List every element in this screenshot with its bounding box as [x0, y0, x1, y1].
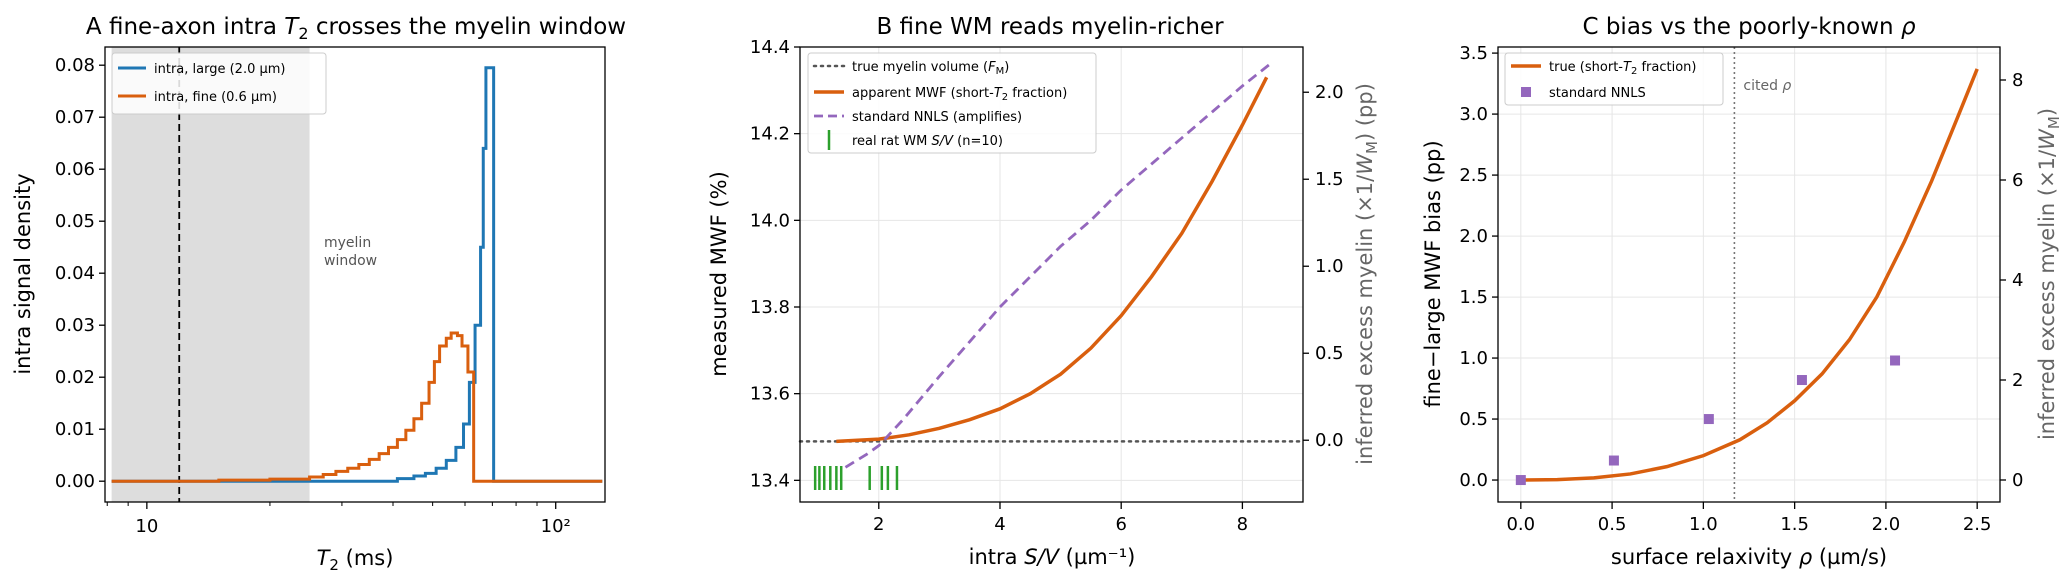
y2-tick-label: 2 [2012, 370, 2023, 391]
panel-a-myelin-window [111, 47, 310, 502]
panel-c-grid [1498, 47, 2000, 502]
x-tick-label: 2.5 [1963, 514, 1992, 535]
legend-standard-nnls-c: standard NNLS [1549, 86, 1646, 101]
legend-real-rat-wm: real rat WM S/V (n=10) [852, 134, 1003, 149]
panel-c-y-label: fine−large MWF bias (pp) [1421, 140, 1445, 407]
panel-a-window-label: myelin window [324, 235, 377, 269]
y-tick-label: 0.05 [55, 211, 95, 232]
panel-c-x-label: surface relaxivity ρ (µm/s) [1611, 545, 1887, 569]
x-tick-label: 2 [873, 514, 884, 535]
panel-a-axes-frame [104, 46, 606, 503]
y-tick-label: 0.02 [55, 367, 95, 388]
panel-b-legend: true myelin volume (FM) apparent MWF (sh… [807, 52, 1097, 154]
nnls-marker [1608, 455, 1619, 466]
x-tick-label: 1.0 [1689, 514, 1718, 535]
panel-a-y-label: intra signal density [11, 173, 35, 374]
panel-b: B fine WM reads myelin-richer 13.413.613… [707, 14, 1381, 569]
series-intra-large [111, 66, 603, 483]
x-tick-label: 6 [1115, 514, 1126, 535]
legend-apparent-mwf: apparent MWF (short-T2 fraction) [852, 86, 1067, 103]
panel-c-y2-label: inferred excess myelin (×1/WM) [2035, 108, 2063, 440]
panel-c: C bias vs the poorly-known ρ 0.0 0.5 1.0 1.… [1421, 14, 2063, 569]
x-tick-label: 0.0 [1506, 514, 1535, 535]
y-tick-label: 2.0 [1459, 226, 1488, 247]
legend-intra-large: intra, large (2.0 µm) [154, 62, 286, 77]
y2-tick-label: 4 [2012, 270, 2023, 291]
x-tick-label: 4 [994, 514, 1005, 535]
panel-c-axes-frame [1497, 46, 2001, 503]
x-tick-label: 0.5 [1598, 514, 1627, 535]
y-tick-label: 3.5 [1459, 43, 1488, 64]
legend-true-myelin-volume: true myelin volume (FM) [852, 60, 1009, 77]
panel-a-title: A fine-axon intra T2 crosses the myelin … [86, 14, 626, 43]
panel-c-cited-rho-label: cited ρ [1743, 78, 1791, 94]
series-real-rat-wm-rug [813, 466, 899, 490]
nnls-marker [1703, 414, 1714, 425]
panel-c-x-ticks: 0.0 0.5 1.0 1.5 2.0 2.5 [1506, 502, 1992, 535]
panel-a: A fine-axon intra T2 crosses the myelin … [11, 14, 626, 574]
y-tick-label: 0.00 [55, 471, 95, 492]
y2-tick-label: 0 [2012, 470, 2023, 491]
y2-tick-label: 2.0 [1315, 82, 1344, 103]
x-tick-label: 2.0 [1872, 514, 1901, 535]
series-apparent-mwf [836, 76, 1269, 444]
panel-b-title: B fine WM reads myelin-richer [876, 14, 1224, 40]
x-tick-label: 10² [541, 516, 571, 537]
panel-c-y2-ticks: 0 2 4 6 8 [2000, 70, 2023, 491]
panel-b-x-ticks: 2 4 6 8 [873, 502, 1248, 535]
panel-b-y-ticks: 13.4 13.6 13.8 14.0 14.2 14.4 [750, 37, 800, 491]
y-tick-label: 0.04 [55, 263, 95, 284]
series-intra-fine [111, 331, 603, 483]
panel-b-y2-label: inferred excess myelin (×1/WM) (pp) [1353, 83, 1381, 465]
panel-a-x-ticks: 10 10² [106, 502, 571, 537]
panel-a-y-ticks: 0.00 0.01 0.02 0.03 0.04 0.05 0.06 0.07 0.08 [55, 55, 105, 492]
y2-tick-label: 0.0 [1315, 430, 1344, 451]
panel-a-x-label: T2 (ms) [317, 546, 394, 574]
panel-c-y-ticks: 0.0 0.5 1.0 1.5 2.0 2.5 3.0 3.5 [1459, 43, 1498, 491]
panel-b-axes-frame [799, 46, 1304, 503]
legend-intra-fine: intra, fine (0.6 µm) [154, 90, 277, 105]
series-standard-nnls-markers [1515, 355, 1901, 486]
y-tick-label: 13.8 [750, 297, 790, 318]
y2-tick-label: 8 [2012, 70, 2023, 91]
y-tick-label: 3.0 [1459, 104, 1488, 125]
nnls-marker [1796, 375, 1807, 386]
y2-tick-label: 0.5 [1315, 343, 1344, 364]
series-true-short-t2 [1520, 68, 1979, 482]
y-tick-label: 0.08 [55, 55, 95, 76]
x-tick-label: 10 [135, 516, 158, 537]
panel-a-legend: intra, large (2.0 µm) intra, fine (0.6 µ… [111, 52, 327, 115]
nnls-marker [1515, 475, 1526, 486]
y-tick-label: 13.6 [750, 384, 790, 405]
nnls-marker [1890, 355, 1901, 366]
panel-b-y-label: measured MWF (%) [707, 171, 731, 377]
panel-b-y2-ticks: 0.0 0.5 1.0 1.5 2.0 [1303, 82, 1344, 451]
y2-tick-label: 1.0 [1315, 256, 1344, 277]
x-tick-label: 1.5 [1780, 514, 1809, 535]
series-standard-nnls [844, 63, 1271, 469]
y-tick-label: 14.0 [750, 210, 790, 231]
panel-c-title: C bias vs the poorly-known ρ [1582, 14, 1915, 40]
y-tick-label: 1.5 [1459, 287, 1488, 308]
legend-true-short-t2: true (short-T2 fraction) [1549, 60, 1696, 77]
y-tick-label: 13.4 [750, 470, 790, 491]
y-tick-label: 2.5 [1459, 165, 1488, 186]
y-tick-label: 14.4 [750, 37, 790, 58]
y-tick-label: 0.07 [55, 107, 95, 128]
y-tick-label: 14.2 [750, 124, 790, 145]
panel-b-x-label: intra S/V (µm⁻¹) [969, 545, 1136, 569]
panel-c-legend: true (short-T2 fraction) standard NNLS [1504, 52, 1724, 106]
y-tick-label: 0.06 [55, 159, 95, 180]
y2-tick-label: 6 [2012, 170, 2023, 191]
legend-standard-nnls-b: standard NNLS (amplifies) [852, 110, 1022, 125]
y-tick-label: 0.01 [55, 419, 95, 440]
x-tick-label: 8 [1237, 514, 1248, 535]
y2-tick-label: 1.5 [1315, 169, 1344, 190]
y-tick-label: 1.0 [1459, 348, 1488, 369]
y-tick-label: 0.0 [1459, 470, 1488, 491]
y-tick-label: 0.5 [1459, 409, 1488, 430]
y-tick-label: 0.03 [55, 315, 95, 336]
